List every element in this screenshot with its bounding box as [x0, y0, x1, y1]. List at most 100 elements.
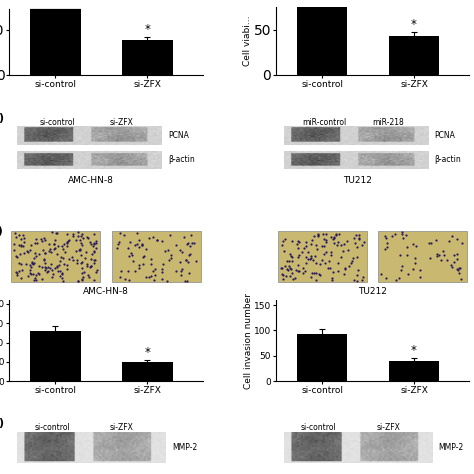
Point [416, 266, 424, 273]
Point [58, 269, 66, 277]
Point [30, 259, 38, 266]
Point [45, 248, 53, 255]
Point [288, 254, 295, 261]
Point [314, 230, 322, 237]
Point [126, 252, 133, 260]
Point [92, 237, 100, 245]
Point [182, 256, 190, 264]
Point [177, 271, 185, 279]
Point [18, 266, 26, 273]
Point [454, 255, 461, 263]
Point [456, 264, 464, 272]
Point [159, 268, 166, 275]
Point [391, 230, 399, 238]
Y-axis label: Cell invasion number: Cell invasion number [244, 292, 253, 389]
Point [334, 238, 341, 246]
Point [150, 277, 158, 284]
Point [288, 237, 296, 245]
Bar [297, 0, 347, 75]
Point [116, 273, 123, 281]
Point [41, 266, 48, 273]
Point [133, 240, 140, 248]
Point [38, 275, 46, 283]
Point [295, 237, 302, 245]
Point [65, 237, 73, 244]
Point [85, 234, 92, 242]
Point [15, 259, 22, 267]
Point [307, 273, 315, 281]
Point [41, 263, 48, 271]
Point [454, 266, 461, 274]
Point [142, 273, 149, 281]
Point [55, 262, 63, 269]
Point [32, 235, 40, 243]
Point [59, 246, 66, 253]
Text: MMP-2: MMP-2 [438, 443, 464, 452]
Point [116, 229, 124, 237]
Point [438, 256, 445, 264]
Point [306, 255, 314, 263]
Point [48, 228, 55, 236]
Point [92, 268, 100, 276]
Point [16, 251, 23, 258]
Point [76, 245, 83, 253]
Point [153, 236, 161, 244]
Point [27, 242, 35, 249]
Point [389, 232, 396, 240]
Point [340, 270, 348, 277]
Point [283, 257, 291, 264]
Point [79, 273, 87, 281]
Point [131, 267, 138, 274]
Point [328, 276, 336, 284]
Point [302, 253, 310, 261]
Point [78, 259, 86, 266]
Point [184, 258, 192, 265]
Point [410, 265, 417, 273]
Point [35, 262, 43, 270]
Point [286, 273, 294, 280]
Point [87, 255, 95, 263]
Point [41, 259, 48, 267]
Text: *: * [145, 346, 150, 359]
Point [310, 269, 318, 277]
Point [42, 264, 50, 272]
Point [44, 268, 51, 275]
Bar [30, 0, 81, 75]
Point [286, 250, 294, 258]
Point [395, 274, 403, 282]
Point [444, 256, 451, 264]
Point [327, 248, 335, 255]
Point [33, 253, 40, 260]
Point [70, 232, 77, 239]
Point [145, 273, 153, 281]
Point [192, 257, 200, 265]
Point [177, 267, 185, 274]
Point [451, 251, 458, 259]
Point [49, 266, 56, 274]
Point [16, 231, 23, 239]
Point [302, 242, 310, 250]
Point [313, 246, 321, 253]
Point [185, 252, 193, 259]
Point [63, 230, 71, 238]
Point [310, 232, 318, 239]
Point [281, 247, 288, 255]
Text: PCNA: PCNA [435, 131, 456, 140]
Point [86, 264, 94, 271]
Point [328, 274, 336, 282]
Bar [122, 362, 173, 381]
Point [54, 229, 61, 237]
Point [330, 240, 338, 247]
Point [11, 240, 18, 247]
Point [383, 243, 391, 251]
Point [114, 241, 122, 248]
Point [278, 270, 286, 278]
Point [77, 259, 85, 267]
Point [31, 276, 38, 284]
Point [280, 237, 287, 245]
Point [52, 229, 59, 237]
Point [40, 255, 48, 263]
Point [346, 262, 353, 270]
Point [337, 254, 345, 261]
Point [183, 240, 191, 248]
